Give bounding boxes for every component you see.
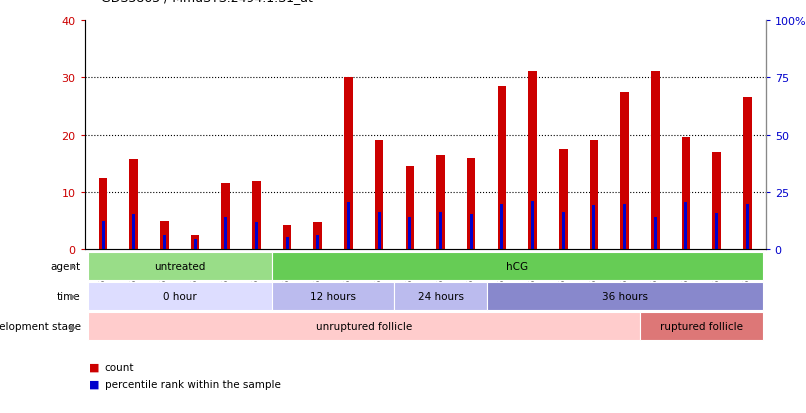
- Text: hCG: hCG: [506, 261, 528, 271]
- Bar: [590, 141, 598, 250]
- Text: development stage: development stage: [0, 321, 81, 331]
- Bar: [378, 212, 380, 250]
- Bar: [559, 150, 567, 250]
- Bar: [654, 218, 657, 250]
- Text: untreated: untreated: [154, 261, 206, 271]
- Text: ■: ■: [89, 379, 99, 389]
- Bar: [528, 72, 537, 250]
- Bar: [344, 78, 353, 250]
- Text: GDS3863 / MmuSTS.2494.1.S1_at: GDS3863 / MmuSTS.2494.1.S1_at: [101, 0, 313, 4]
- Bar: [436, 155, 445, 250]
- Bar: [501, 204, 504, 250]
- Bar: [283, 226, 292, 250]
- Bar: [439, 212, 442, 250]
- Bar: [715, 213, 718, 250]
- Bar: [531, 202, 534, 250]
- Bar: [651, 72, 659, 250]
- Text: ▶: ▶: [70, 261, 77, 271]
- Text: percentile rank within the sample: percentile rank within the sample: [105, 379, 280, 389]
- Bar: [222, 184, 230, 250]
- Bar: [470, 214, 472, 250]
- Bar: [467, 158, 476, 250]
- Text: 36 hours: 36 hours: [601, 291, 647, 301]
- Bar: [160, 221, 168, 250]
- Text: unruptured follicle: unruptured follicle: [316, 321, 412, 331]
- Text: 12 hours: 12 hours: [310, 291, 356, 301]
- Bar: [713, 152, 721, 250]
- Bar: [163, 235, 166, 250]
- Bar: [409, 218, 411, 250]
- Bar: [99, 178, 107, 250]
- Bar: [191, 235, 199, 250]
- Bar: [684, 203, 688, 250]
- Bar: [224, 218, 227, 250]
- Bar: [193, 240, 197, 250]
- Text: ▶: ▶: [70, 322, 77, 331]
- Bar: [375, 141, 384, 250]
- Bar: [621, 92, 629, 250]
- Bar: [316, 235, 319, 250]
- Text: time: time: [57, 291, 81, 301]
- Text: 24 hours: 24 hours: [418, 291, 463, 301]
- Bar: [132, 214, 135, 250]
- Text: count: count: [105, 362, 135, 372]
- Bar: [743, 98, 751, 250]
- Bar: [623, 204, 626, 250]
- Bar: [314, 222, 322, 250]
- Text: 0 hour: 0 hour: [163, 291, 197, 301]
- Bar: [592, 205, 596, 250]
- Text: ▶: ▶: [70, 292, 77, 301]
- Text: ruptured follicle: ruptured follicle: [660, 321, 743, 331]
- Bar: [347, 203, 350, 250]
- Bar: [285, 237, 289, 250]
- Bar: [497, 87, 506, 250]
- Bar: [130, 159, 138, 250]
- Bar: [102, 221, 105, 250]
- Bar: [405, 167, 414, 250]
- Text: ■: ■: [89, 362, 99, 372]
- Text: agent: agent: [51, 261, 81, 271]
- Bar: [682, 138, 690, 250]
- Bar: [252, 181, 260, 250]
- Bar: [255, 222, 258, 250]
- Bar: [562, 212, 565, 250]
- Bar: [746, 204, 749, 250]
